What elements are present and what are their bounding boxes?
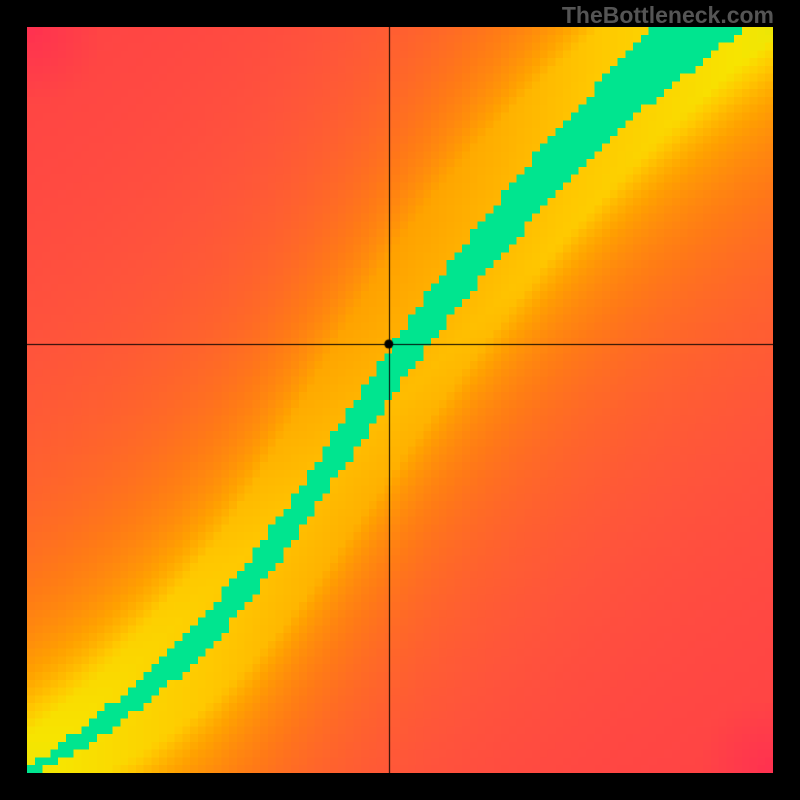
crosshair-overlay	[27, 27, 773, 773]
watermark-text: TheBottleneck.com	[562, 2, 774, 29]
chart-container: TheBottleneck.com	[0, 0, 800, 800]
